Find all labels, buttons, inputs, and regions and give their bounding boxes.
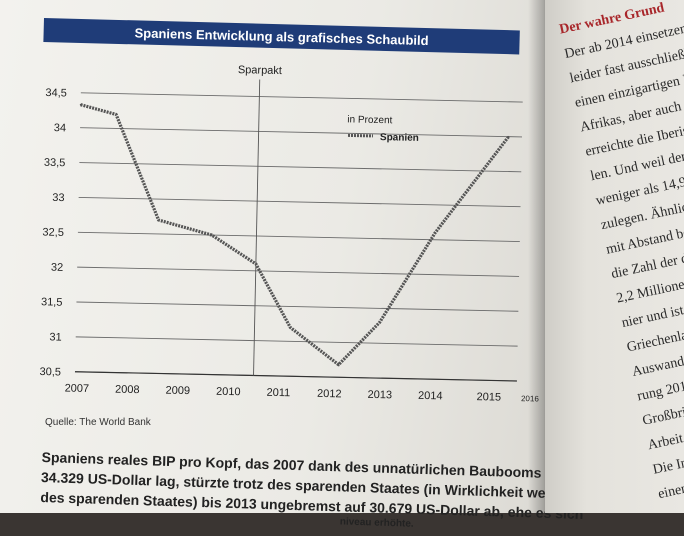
x-tick-label: 2008 (115, 384, 140, 397)
left-page (0, 0, 545, 513)
gridline (77, 266, 520, 277)
gridline (80, 127, 523, 138)
source-note: Quelle: The World Bank (45, 417, 151, 428)
x-axis-line (74, 371, 517, 382)
sparpakt-line (253, 79, 261, 376)
gridline (78, 196, 521, 208)
right-page: Der wahre Grund Der ab 2014 einsetzend lei… (545, 0, 684, 513)
figure-caption: Spaniens reales BIP pro Kopf, das 2007 d… (40, 447, 583, 535)
data-point (289, 326, 292, 329)
book-gutter (528, 0, 550, 513)
y-tick-label: 34 (54, 122, 66, 134)
gridline (77, 231, 520, 242)
y-tick-label: 34,5 (45, 87, 67, 99)
gridline (76, 301, 519, 312)
x-tick-label: 2013 (367, 389, 392, 402)
x-tick-label: 2011 (266, 387, 290, 399)
gridline (80, 92, 523, 103)
legend-title: in Prozent (347, 114, 392, 126)
y-tick-label: 33,5 (44, 157, 66, 169)
x-tick-label: 2010 (216, 386, 241, 399)
data-point (434, 231, 436, 234)
y-tick-label: 32,5 (42, 227, 64, 239)
gridline (79, 162, 522, 173)
y-tick-label: 32 (51, 262, 63, 274)
data-point (337, 363, 340, 366)
data-point (211, 234, 213, 236)
series-line-spanien (80, 103, 510, 367)
x-tick-label: 2012 (317, 388, 342, 401)
legend-entry: Spanien (380, 132, 419, 144)
x-tick-label: 2007 (65, 383, 90, 396)
line-chart: 30,5 31 31,5 32 32,5 33 33,5 34 34,5 2007 2008 2009… (39, 64, 580, 404)
x-tick-label: 2014 (418, 390, 443, 403)
legend-swatch (347, 133, 374, 138)
data-point (255, 263, 257, 265)
x-tick-label: 2015 (476, 391, 501, 404)
sparpakt-annotation: Sparpakt (238, 64, 282, 77)
y-tick-label: 31 (49, 331, 61, 343)
data-point (115, 113, 117, 116)
y-tick-label: 30,5 (39, 366, 61, 378)
data-point (79, 103, 82, 106)
data-point (157, 219, 160, 221)
right-page-text: Der wahre Grund Der ab 2014 einsetzend lei… (557, 0, 684, 513)
gridline (75, 336, 518, 347)
y-tick-label: 31,5 (41, 296, 63, 308)
data-point (507, 135, 510, 138)
y-tick-label: 33 (52, 192, 64, 204)
x-tick-label: 2009 (165, 385, 190, 398)
data-point (378, 321, 381, 324)
x-tick-label: 2016 (521, 394, 540, 403)
